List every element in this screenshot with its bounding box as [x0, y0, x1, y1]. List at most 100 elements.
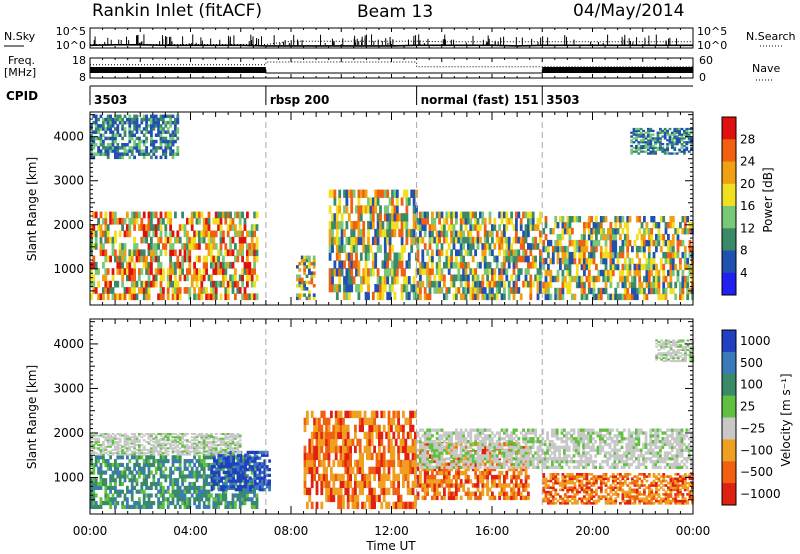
echo-cell: [392, 452, 396, 461]
echo-cell: [214, 217, 218, 225]
echo-cell: [176, 230, 180, 238]
echo-cell: [142, 211, 146, 219]
echo-cell: [679, 293, 682, 301]
echo-cell: [224, 268, 228, 275]
echo-cell: [159, 224, 163, 231]
echo-cell: [419, 230, 422, 238]
echo-cell: [142, 452, 146, 455]
echo-cell: [539, 255, 542, 263]
echo-cell: [128, 293, 132, 301]
echo-cell: [253, 211, 256, 219]
echo-cell: [178, 452, 182, 455]
echo-cell: [118, 268, 122, 275]
echo-cell: [164, 124, 168, 128]
echo-cell: [92, 120, 96, 125]
echo-cell: [176, 130, 180, 134]
echo-cell: [109, 255, 112, 263]
echo-cell: [106, 152, 110, 156]
echo-cell: [483, 255, 487, 263]
echo-cell: [135, 217, 139, 225]
echo-cell: [200, 442, 204, 445]
echo-cell: [190, 444, 194, 447]
echo-cell: [217, 504, 220, 509]
echo-cell: [654, 146, 657, 149]
echo-cell: [647, 257, 651, 265]
echo-cell: [171, 155, 175, 160]
echo-cell: [219, 293, 223, 301]
echo-cell: [195, 434, 199, 437]
echo-cell: [359, 236, 363, 246]
echo-cell: [171, 230, 175, 238]
echo-cell: [583, 287, 586, 295]
echo-cell: [403, 213, 406, 222]
echo-cell: [651, 146, 655, 149]
echo-cell: [94, 211, 98, 219]
echo-cell: [644, 137, 648, 140]
echo-cell: [94, 462, 98, 468]
echo-cell: [241, 230, 244, 238]
echo-cell: [253, 450, 257, 455]
echo-cell: [370, 438, 374, 447]
echo-cell: [104, 485, 108, 490]
echo-cell: [426, 274, 429, 282]
echo-cell: [241, 455, 244, 460]
echo-cell: [217, 437, 220, 440]
echo-cell: [675, 152, 679, 155]
echo-cell: [222, 274, 225, 282]
echo-cell: [202, 224, 206, 231]
echo-cell: [94, 447, 98, 450]
cpid-panel: CPID 3503 rbsp 200 normal (fast) 151 3503: [6, 85, 693, 107]
echo-cell: [566, 263, 570, 271]
echo-cell: [559, 239, 562, 247]
echo-cell: [643, 233, 646, 241]
echo-cell: [339, 494, 343, 503]
echo-cell: [111, 470, 115, 475]
echo-cell: [366, 438, 369, 447]
echo-cell: [142, 230, 146, 238]
echo-cell: [238, 470, 242, 475]
echo-cell: [145, 455, 148, 460]
echo-cell: [231, 439, 235, 442]
echo-cell: [467, 230, 470, 238]
echo-cell: [539, 261, 542, 269]
echo-cell: [90, 133, 93, 137]
echo-cell: [675, 129, 679, 133]
echo-cell: [346, 424, 350, 433]
echo-cell: [385, 473, 388, 482]
echo-cell: [102, 453, 105, 456]
echo-cell: [214, 440, 218, 443]
echo-cell: [126, 485, 129, 490]
echo-cell: [212, 448, 216, 451]
echo-cell: [379, 244, 382, 253]
echo-cell: [157, 462, 160, 468]
echo-cell: [118, 437, 122, 440]
echo-cell: [253, 482, 257, 486]
echo-cell: [488, 287, 492, 294]
echo-cell: [145, 280, 148, 288]
echo-cell: [150, 501, 153, 506]
echo-cell: [128, 436, 132, 439]
echo-cell: [106, 136, 110, 141]
echo-cell: [217, 280, 220, 288]
echo-cell: [222, 488, 226, 492]
echo-cell: [250, 293, 254, 301]
echo-cell: [90, 447, 93, 450]
echo-cell: [328, 244, 332, 253]
echo-cell: [147, 280, 151, 288]
echo-cell: [174, 127, 177, 131]
echo-cell: [202, 261, 206, 269]
echo-cell: [568, 263, 572, 271]
echo-cell: [147, 504, 151, 509]
echo-cell: [176, 481, 180, 487]
echo-cell: [152, 274, 156, 282]
echo-cell: [522, 243, 525, 250]
echo-cell: [638, 281, 642, 289]
echo-cell: [637, 127, 641, 131]
echo-cell: [183, 434, 187, 437]
echo-cell: [635, 251, 639, 259]
echo-cell: [690, 139, 693, 142]
echo-cell: [638, 269, 642, 277]
echo-cell: [632, 133, 636, 136]
echo-cell: [265, 479, 269, 483]
